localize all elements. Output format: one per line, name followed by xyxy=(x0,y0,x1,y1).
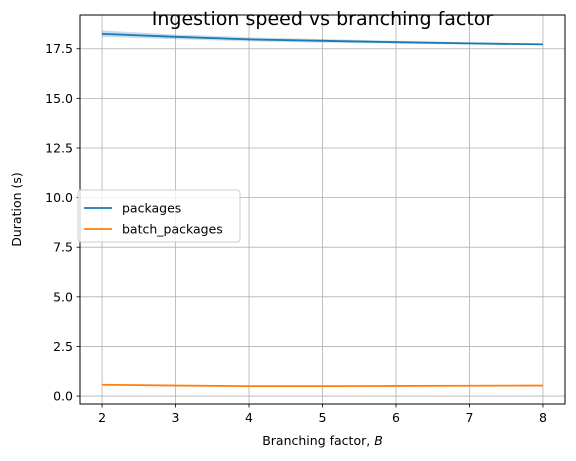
series-lines xyxy=(102,32,543,388)
x-tick-label: 3 xyxy=(172,410,180,425)
chart-title: Ingestion speed vs branching factor xyxy=(152,8,494,30)
y-axis-ticks: 0.0 2.5 5.0 7.5 10.0 12.5 15.0 17.5 xyxy=(45,41,80,404)
legend-label: packages xyxy=(122,201,181,216)
x-tick-label: 8 xyxy=(539,410,547,425)
x-tick-label: 6 xyxy=(392,410,400,425)
y-tick-label: 17.5 xyxy=(45,41,73,56)
y-tick-label: 15.0 xyxy=(45,91,73,106)
legend-label: batch_packages xyxy=(122,222,223,237)
x-axis-label: Branching factor, B xyxy=(262,433,383,448)
series-line xyxy=(102,32,543,46)
y-tick-label: 5.0 xyxy=(53,289,73,304)
y-axis-label: Duration (s) xyxy=(9,172,24,247)
x-tick-label: 7 xyxy=(465,410,473,425)
x-axis-ticks: 2 3 4 5 6 7 8 xyxy=(98,404,547,425)
y-tick-label: 2.5 xyxy=(53,339,73,354)
legend-box xyxy=(77,189,241,243)
y-tick-label: 0.0 xyxy=(53,389,73,404)
y-tick-label: 7.5 xyxy=(53,240,73,255)
series-line xyxy=(102,383,543,388)
x-tick-label: 5 xyxy=(319,410,327,425)
y-tick-label: 12.5 xyxy=(45,140,73,155)
legend: packages batch_packages xyxy=(77,189,241,243)
y-tick-label: 10.0 xyxy=(45,190,73,205)
x-tick-label: 4 xyxy=(245,410,253,425)
x-tick-label: 2 xyxy=(98,410,106,425)
